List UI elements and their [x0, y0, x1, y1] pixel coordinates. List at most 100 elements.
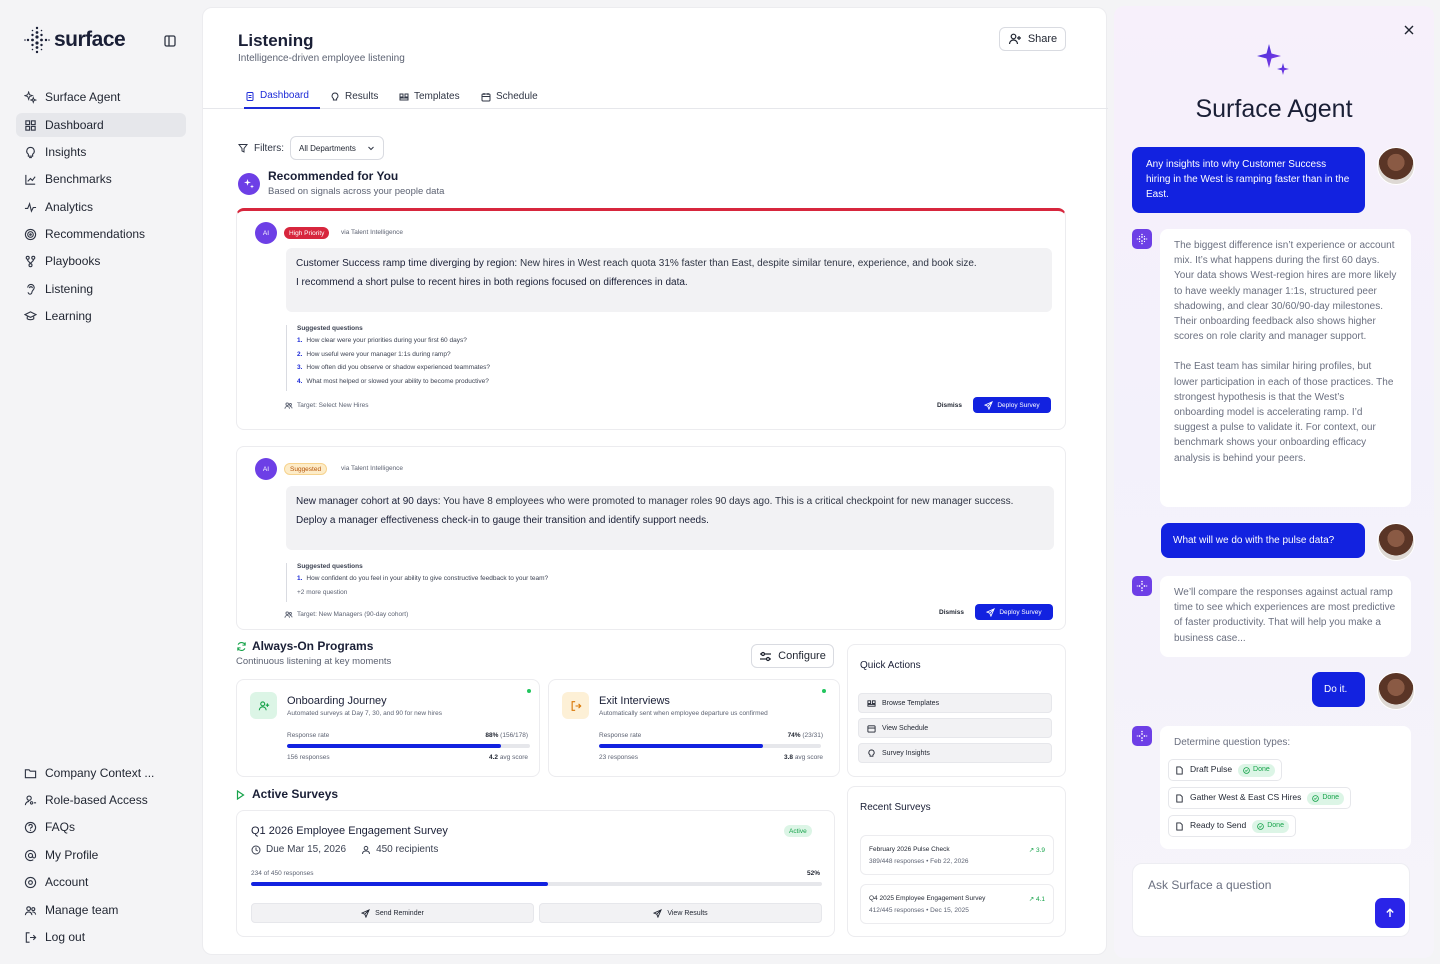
recent-surveys-title: Recent Surveys [860, 802, 931, 813]
ai-avatar: AI [255, 458, 277, 480]
recent-survey-item[interactable]: Q4 2025 Employee Engagement Survey 412/4… [860, 884, 1054, 924]
always-on-title: Always-On Programs [252, 639, 374, 653]
tab-dashboard[interactable]: Dashboard [244, 84, 320, 109]
sidebar-item-role-based-access[interactable]: Role-based Access [16, 788, 186, 812]
sidebar-item-surface-agent[interactable]: Surface Agent [16, 85, 186, 109]
agent-message: The biggest difference isn’t experience … [1160, 229, 1411, 507]
lightbulb-icon [26, 146, 35, 158]
rate-bar [599, 744, 821, 748]
sidebar-item-company-context[interactable]: Company Context ... [16, 761, 186, 785]
dismiss-button[interactable]: Dismiss [939, 609, 964, 616]
sidebar-item-dashboard[interactable]: Dashboard [16, 113, 186, 137]
program-card-onboarding[interactable]: Onboarding Journey Automated surveys at … [236, 679, 540, 777]
sidebar-item-label: Listening [45, 282, 94, 296]
deploy-survey-button[interactable]: Deploy Survey [975, 604, 1053, 620]
insight-recommendation: I recommend a short pulse to recent hire… [296, 277, 688, 288]
rate-detail: (156/178) [500, 732, 528, 739]
dismiss-button[interactable]: Dismiss [937, 402, 962, 409]
view-results-button[interactable]: View Results [539, 903, 822, 923]
sidebar-item-label: Recommendations [45, 227, 146, 241]
survey-insights-button[interactable]: Survey Insights [858, 743, 1052, 763]
sidebar-item-faqs[interactable]: FAQs [16, 815, 186, 839]
program-title: Exit Interviews [599, 695, 670, 707]
sidebar-item-my-profile[interactable]: My Profile [16, 843, 186, 867]
logo[interactable]: surface [24, 26, 126, 54]
program-subtitle: Automated surveys at Day 7, 30, and 90 f… [287, 710, 443, 717]
send-reminder-button[interactable]: Send Reminder [251, 903, 534, 923]
sidebar-item-benchmarks[interactable]: Benchmarks [16, 167, 186, 191]
sidebar-item-analytics[interactable]: Analytics [16, 195, 186, 219]
question-item: 3. How often did you observe or shadow ex… [297, 364, 490, 371]
sidebar-item-log-out[interactable]: Log out [16, 925, 186, 949]
sidebar-item-label: Playbooks [45, 254, 101, 268]
sidebar-item-label: Learning [45, 309, 92, 323]
responses-count: 156 responses [287, 754, 330, 761]
sidebar-item-label: Role-based Access [45, 793, 148, 807]
share-label: Share [1027, 33, 1058, 45]
close-icon[interactable] [1403, 24, 1415, 36]
agent-task-message: Determine question types: Draft Pulse Do… [1160, 726, 1411, 849]
chat-input[interactable]: Ask Surface a question [1148, 878, 1272, 892]
sidebar-toggle-icon[interactable] [163, 34, 177, 48]
sidebar-item-insights[interactable]: Insights [16, 140, 186, 164]
priority-badge: High Priority [284, 227, 330, 239]
user-plus-icon [1008, 33, 1021, 45]
program-card-exit-interviews[interactable]: Exit Interviews Automatically sent when … [548, 679, 840, 777]
door-exit-icon [571, 700, 582, 711]
graduation-icon [24, 310, 37, 320]
arrow-up-icon [1386, 908, 1394, 917]
share-button[interactable]: Share [999, 27, 1066, 51]
sidebar-item-label: Dashboard [45, 118, 104, 132]
insight-box: New manager cohort at 90 days: You have … [286, 486, 1054, 550]
sidebar-item-learning[interactable]: Learning [16, 304, 186, 328]
branch-icon [25, 255, 36, 267]
check-circle-icon [1257, 822, 1265, 830]
score-value: 3.8 [783, 754, 793, 761]
department-select[interactable]: All Departments [290, 136, 384, 160]
quick-actions-title: Quick Actions [860, 660, 921, 671]
view-schedule-button[interactable]: View Schedule [858, 718, 1052, 738]
lightbulb-icon [868, 748, 875, 757]
question-item: 1. How clear were your priorities during … [297, 337, 467, 344]
sidebar-item-manage-team[interactable]: Manage team [16, 898, 186, 922]
tab-label: Templates [414, 91, 460, 102]
tab-schedule[interactable]: Schedule [481, 84, 538, 109]
sidebar-item-listening[interactable]: Listening [16, 277, 186, 301]
progress-label: 234 of 450 responses [251, 870, 314, 877]
onboarding-icon-box [250, 692, 277, 719]
deploy-survey-button[interactable]: Deploy Survey [973, 397, 1051, 413]
done-badge: Done [1307, 791, 1345, 805]
agent-message: We’ll compare the responses against actu… [1160, 576, 1411, 657]
status-badge: Active [784, 825, 812, 837]
surface-logo-icon [1136, 730, 1148, 742]
recent-survey-item[interactable]: February 2026 Pulse Check 389/448 respon… [860, 835, 1054, 875]
more-questions-link[interactable]: +2 more question [297, 588, 348, 596]
status-dot [527, 689, 531, 693]
survey-progress-bar [251, 882, 822, 886]
insight-headline: Customer Success ramp time diverging by … [296, 258, 518, 269]
tab-templates[interactable]: Templates [399, 84, 460, 109]
agent-panel: Surface Agent Any insights into why Cust… [1114, 6, 1434, 958]
department-select-value: All Departments [299, 143, 356, 153]
source-label: via Talent Intelligence [341, 229, 404, 236]
recommended-subtitle: Based on signals across your people data [268, 186, 445, 197]
sidebar-item-account[interactable]: Account [16, 870, 186, 894]
source-label: via Talent Intelligence [341, 465, 404, 472]
done-badge: Done [1238, 763, 1275, 777]
send-icon [986, 607, 996, 617]
agent-avatar [1132, 229, 1152, 249]
sliders-icon [760, 651, 772, 661]
send-message-button[interactable] [1375, 898, 1405, 928]
tab-label: Results [345, 91, 379, 102]
insight-recommendation: Deploy a manager effectiveness check-in … [296, 515, 709, 526]
trend-up-score: ↗ 4.1 [1028, 896, 1045, 903]
sidebar-item-playbooks[interactable]: Playbooks [16, 249, 186, 273]
sidebar-item-label: Analytics [45, 200, 94, 214]
tab-results[interactable]: Results [330, 84, 378, 109]
browse-templates-button[interactable]: Browse Templates [858, 693, 1052, 713]
configure-button[interactable]: Configure [751, 644, 834, 668]
task-item: Draft Pulse Done [1168, 759, 1282, 781]
agent-message-paragraph: The biggest difference isn’t experience … [1174, 240, 1397, 343]
task-item: Gather West & East CS Hires Done [1168, 787, 1352, 809]
sidebar-item-recommendations[interactable]: Recommendations [16, 222, 186, 246]
